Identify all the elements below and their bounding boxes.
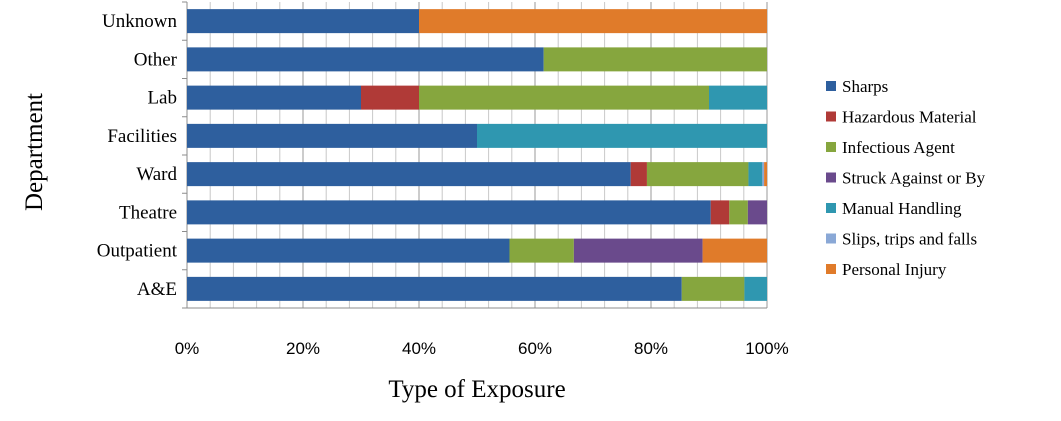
bar-segment [744,276,767,301]
legend-swatch [826,81,836,91]
bar-segment [573,238,703,263]
bar-segment [187,162,631,187]
legend-label: Manual Handling [842,199,962,218]
bar-segment [187,85,361,110]
bar-segment [630,162,647,187]
x-axis-title: Type of Exposure [388,376,565,403]
category-label: Outpatient [97,241,178,262]
bar-segment [702,238,767,263]
x-tick-label: 0% [175,339,200,358]
bar-segment [646,162,749,187]
category-label: Unknown [102,11,177,32]
bar-segment [748,162,763,187]
bar-segment [419,9,767,34]
bar-segment [187,200,711,225]
bar-segment [762,162,765,187]
category-label: Theatre [119,202,177,223]
category-label: Ward [136,164,177,185]
category-label: Other [134,49,178,70]
legend-swatch [826,233,836,244]
legend-swatch [826,203,836,213]
bar-segment [187,9,419,34]
legend-label: Infectious Agent [842,138,955,157]
x-tick-label: 80% [634,339,668,358]
bar-segment [747,200,767,225]
x-tick-label: 60% [518,339,552,358]
bar-segment [543,47,767,72]
bar-segment [187,238,510,263]
legend-label: Slips, trips and falls [842,230,977,249]
category-label: Lab [147,88,177,109]
y-axis-title: Department [21,93,48,211]
category-label: Facilities [107,126,177,147]
x-tick-label: 40% [402,339,436,358]
legend-swatch [826,264,836,274]
bar-segment [729,200,748,225]
bar-segment [187,47,544,72]
legend-swatch [826,142,836,152]
legend: Sharps Hazardous Material Infectious Agent… [826,77,986,279]
legend-swatch [826,172,836,183]
legend-swatch [826,111,836,122]
bar-segment [419,85,709,110]
x-tick-label: 100% [745,339,788,358]
legend-label: Struck Against or By [842,169,986,188]
bar-segment [187,276,682,301]
bar-segment [681,276,745,301]
legend-label: Hazardous Material [842,108,977,127]
bar-segment [509,238,574,263]
bar-segment [764,162,767,187]
legend-label: Sharps [842,77,888,96]
x-tick-label: 20% [286,339,320,358]
bar-segment [709,85,767,110]
category-label: A&E [137,279,177,300]
bars [187,9,767,301]
bar-segment [187,123,477,148]
legend-label: Personal Injury [842,260,947,279]
bar-segment [710,200,730,225]
x-tick-labels: 0% 20% 40% 60% 80% 100% [175,339,789,358]
bar-segment [477,123,767,148]
category-labels: Unknown Other Lab Facilities Ward Theatre Outp… [97,11,178,300]
bar-segment [361,85,419,110]
